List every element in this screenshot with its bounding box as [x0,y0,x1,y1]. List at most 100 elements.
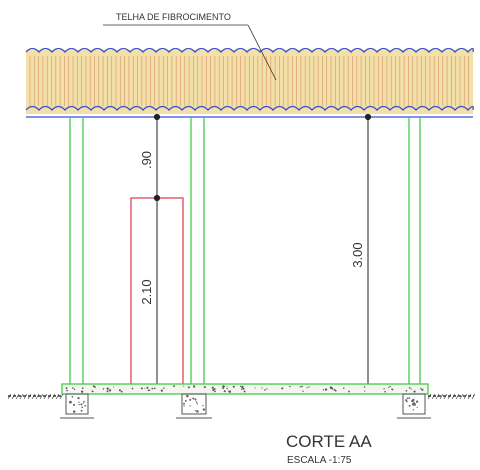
slab-speckle [302,390,304,392]
slab-speckle [261,387,263,389]
columns [69,117,421,387]
footing-speckle [411,402,415,406]
roof-callout: TELHA DE FIBROCIMENTO [103,12,277,81]
footing-speckle [84,404,87,407]
slab-outline [61,383,429,395]
footing-speckle [406,400,408,402]
slab-speckle [118,389,121,392]
slab-speckle [131,387,134,390]
slab-speckle [384,390,386,393]
footing-speckle [413,401,415,404]
footing-speckle [412,398,415,402]
roof-tile [25,47,474,118]
slab-speckle [241,386,244,389]
slab-speckle [343,387,345,389]
footing-speckle [195,401,198,403]
slab-speckle [73,388,76,390]
roof-top-wave [25,47,474,53]
footing-speckle [406,397,409,400]
slab-speckle [363,386,366,388]
footing-speckle [69,400,72,404]
slab-speckle [324,388,328,391]
footing-speckle [72,410,76,413]
slab-speckle [112,386,114,388]
footing-speckle [194,410,197,412]
footing-speckle [196,410,199,413]
slab-speckle [348,390,350,393]
slab-speckle [266,388,268,390]
slab-speckle [408,387,411,389]
footing-speckle [192,397,195,400]
slab-speckle [306,387,308,389]
slab-speckle [334,389,337,392]
footing-speckle [80,409,83,412]
slab-speckle [405,390,408,392]
slab-speckle [92,390,94,393]
slab-speckle [222,387,224,390]
column-left [69,117,84,387]
ground-hatch [455,393,460,400]
slab-speckle [223,390,226,393]
roof-bottom-wave [25,105,474,111]
ground-hatch [15,393,20,400]
column-right [408,117,421,387]
slab-speckle [106,387,109,390]
slab-speckle [120,390,123,393]
slab-speckle [149,389,151,392]
footing-speckle [202,408,206,411]
slab-speckle [146,386,149,389]
slab-speckle [211,386,214,389]
footing-speckle [71,395,74,398]
slab-speckle [214,390,216,393]
ground-hatch [459,393,464,400]
slab-speckle [65,387,68,390]
slab-speckle [254,387,256,389]
slab-speckle [163,387,165,389]
dimension-total-height: 3.00 [350,242,365,267]
slab-speckle [213,387,216,390]
slab-speckle [387,387,389,389]
footing-speckle [415,400,419,403]
slab-speckle [410,388,412,390]
slab-speckle [331,387,334,390]
slab-speckle [243,390,246,393]
dimension-door-height: 2.10 [139,279,154,304]
slab-speckle [232,385,235,388]
slab-speckle [308,386,310,388]
footing-middle [181,393,207,415]
footing-speckle [405,399,408,402]
dimension-upper-gap: .90 [139,151,154,169]
footing-speckle [83,400,85,403]
slab-speckle [242,387,245,390]
slab-speckle [80,390,84,393]
footing-speckle [80,403,83,406]
slab-speckle [391,388,394,391]
slab-speckle [228,390,232,393]
slab-speckle [264,389,266,391]
roof-ribs [29,56,469,106]
dimension-lines [153,113,372,392]
footing-speckle [72,403,76,406]
slab-speckle [94,386,96,388]
slab-speckle [144,387,146,389]
floor-slab [7,383,476,400]
footing-speckle [183,405,185,407]
footing-speckle [78,401,80,403]
slab-speckle [301,385,303,388]
footing-speckle [416,406,418,408]
slab-speckle [81,387,84,390]
section-title: CORTE AA [286,432,372,451]
ground-hatch [19,393,24,400]
footing-speckle [82,402,85,404]
slab-speckle [160,389,163,392]
slab-speckle [281,387,284,390]
footings [60,393,431,419]
footing-speckle [194,398,197,401]
roof-leader-line [247,24,277,81]
slab-speckle [226,387,228,390]
slab-speckle [413,390,416,393]
dimension-node-top-right [364,113,372,121]
slab-speckle [108,389,112,392]
slab-speckle [153,387,156,390]
